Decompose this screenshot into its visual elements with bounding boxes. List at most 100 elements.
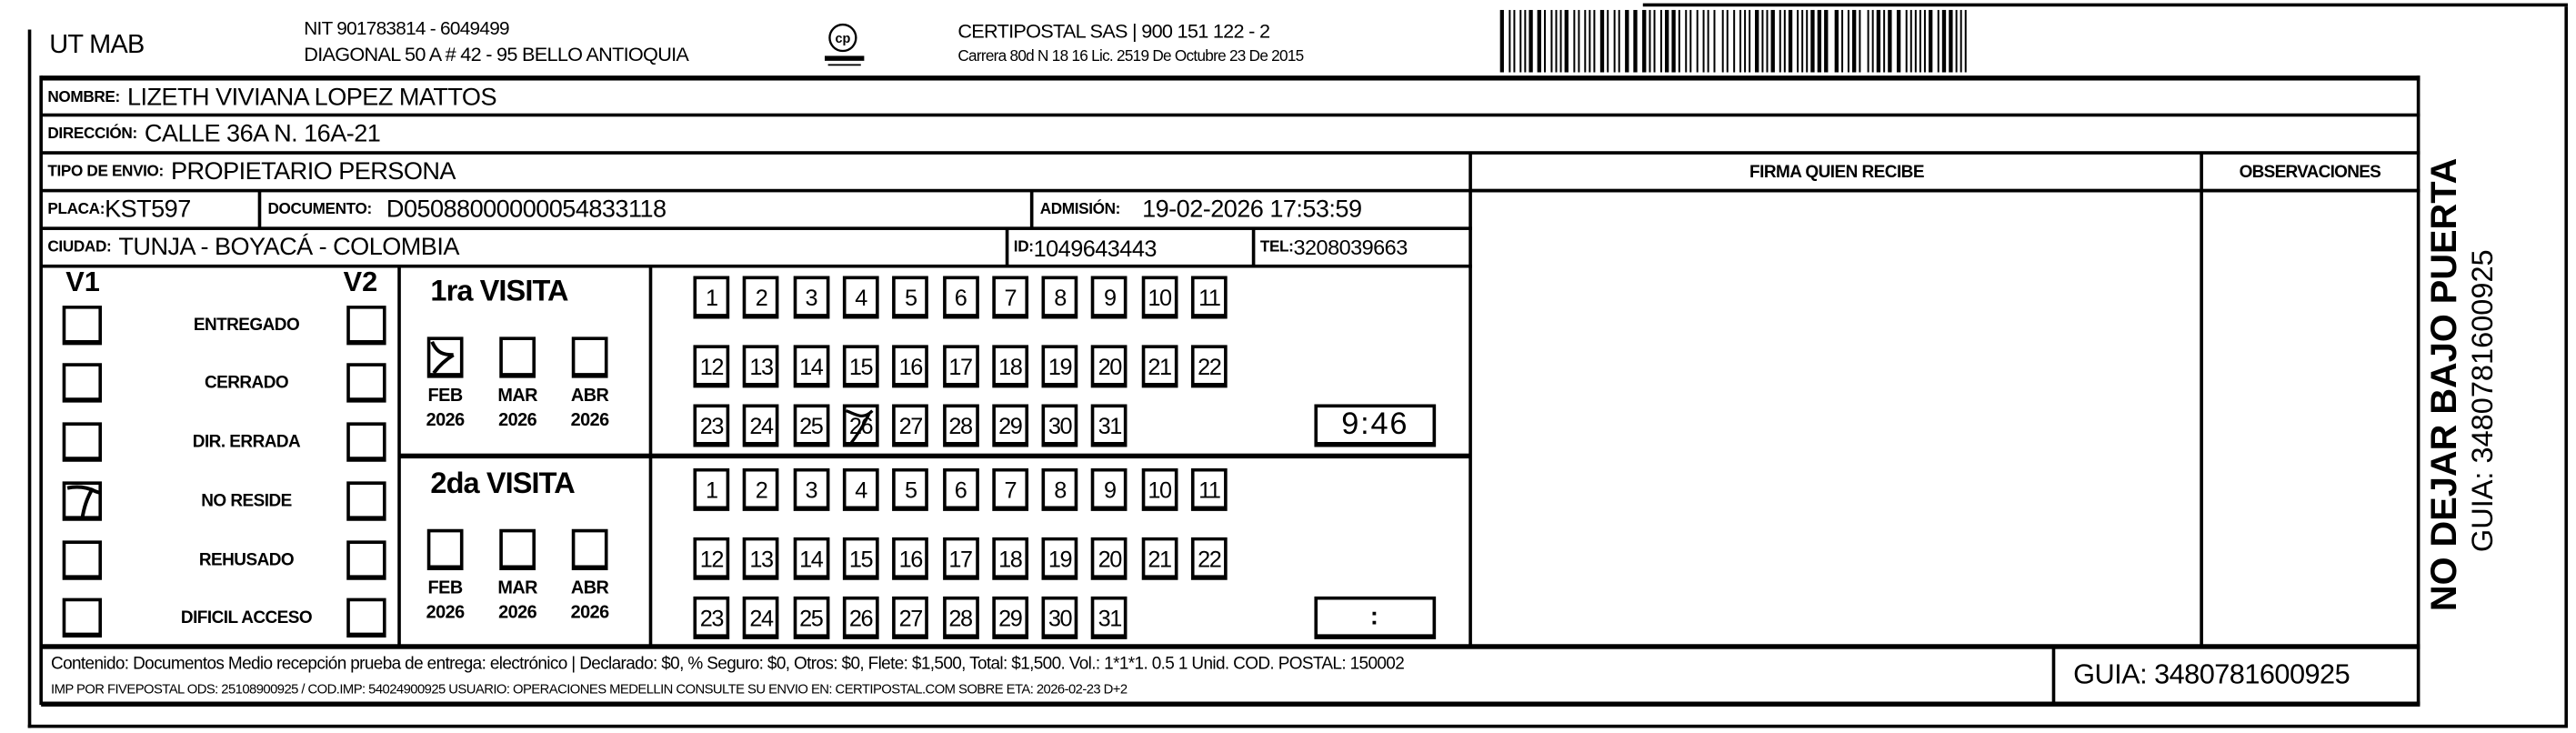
- month-checkbox[interactable]: [571, 528, 608, 570]
- day-box[interactable]: 23: [693, 404, 730, 447]
- day-box[interactable]: 12: [693, 345, 730, 388]
- month-checkbox[interactable]: [499, 336, 536, 378]
- v2-checkbox[interactable]: [346, 481, 386, 521]
- side-warning: NO DEJAR BAJO PUERTA: [2423, 157, 2465, 612]
- day-box[interactable]: 22: [1190, 537, 1228, 580]
- month-checkbox[interactable]: [426, 336, 464, 378]
- day-box[interactable]: 8: [1041, 467, 1078, 511]
- v2-checkbox[interactable]: [346, 363, 386, 403]
- day-box[interactable]: 16: [892, 345, 929, 388]
- day-box[interactable]: 13: [743, 345, 779, 388]
- table-bottom: [41, 701, 2421, 707]
- day-box[interactable]: 7: [991, 276, 1028, 319]
- day-box[interactable]: 25: [792, 404, 829, 447]
- day-box[interactable]: 24: [743, 404, 779, 447]
- day-box[interactable]: 23: [693, 596, 730, 639]
- day-box[interactable]: 17: [942, 345, 978, 388]
- day-box[interactable]: 14: [792, 537, 829, 580]
- day-box[interactable]: 15: [842, 345, 879, 388]
- day-box[interactable]: 9: [1091, 467, 1128, 511]
- month-checkbox[interactable]: [426, 528, 464, 570]
- day-box[interactable]: 24: [743, 596, 779, 639]
- v2-checkbox[interactable]: [346, 540, 386, 580]
- month-checkbox[interactable]: [571, 336, 608, 378]
- day-box[interactable]: 26: [842, 596, 879, 639]
- day-box[interactable]: 17: [942, 537, 978, 580]
- day-box[interactable]: 19: [1041, 537, 1078, 580]
- v1-checkbox[interactable]: [62, 363, 103, 403]
- company-address: DIAGONAL 50 A # 42 - 95 BELLO ANTIOQUIA: [304, 42, 689, 66]
- day-box[interactable]: 8: [1041, 276, 1078, 319]
- day-box[interactable]: 31: [1091, 596, 1128, 639]
- barcode-bar: [1625, 9, 1629, 73]
- day-box[interactable]: 28: [942, 404, 978, 447]
- day-box[interactable]: 7: [991, 467, 1028, 511]
- day-box[interactable]: 6: [942, 276, 978, 319]
- v2-checkbox[interactable]: [346, 306, 386, 346]
- day-box[interactable]: 27: [892, 404, 929, 447]
- barcode-bar: [1524, 9, 1527, 73]
- month-label: ABR 2026: [557, 577, 623, 626]
- signature-area[interactable]: [1474, 194, 2199, 644]
- day-box[interactable]: 4: [842, 467, 879, 511]
- v1-checkbox[interactable]: [62, 597, 103, 638]
- v1-checkbox[interactable]: [62, 540, 103, 580]
- v1-checkbox[interactable]: [62, 481, 103, 521]
- day-box[interactable]: 15: [842, 537, 879, 580]
- day-box[interactable]: 14: [792, 345, 829, 388]
- month-label: FEB 2026: [413, 385, 478, 434]
- day-box[interactable]: 16: [892, 537, 929, 580]
- day-box[interactable]: 5: [892, 276, 929, 319]
- day-box[interactable]: 29: [991, 596, 1028, 639]
- barcode-bar: [1801, 9, 1804, 73]
- day-box[interactable]: 1: [693, 467, 730, 511]
- day-box[interactable]: 30: [1041, 404, 1078, 447]
- day-box[interactable]: 1: [693, 276, 730, 319]
- day-box[interactable]: 13: [743, 537, 779, 580]
- time-box[interactable]: 9:46: [1314, 404, 1437, 447]
- day-box[interactable]: 2: [743, 276, 779, 319]
- day-box[interactable]: 20: [1091, 537, 1128, 580]
- month-year: 2026: [498, 410, 537, 431]
- barcode-bar: [1905, 9, 1908, 73]
- day-box[interactable]: 29: [991, 404, 1028, 447]
- day-box[interactable]: 25: [792, 596, 829, 639]
- day-box[interactable]: 22: [1190, 345, 1228, 388]
- v1-checkbox[interactable]: [62, 422, 103, 462]
- day-box[interactable]: 10: [1141, 276, 1178, 319]
- visit-divider: [399, 453, 1471, 459]
- v2-checkbox[interactable]: [346, 422, 386, 462]
- day-box[interactable]: 10: [1141, 467, 1178, 511]
- day-box[interactable]: 19: [1041, 345, 1078, 388]
- time-box[interactable]: :: [1314, 596, 1437, 639]
- day-box[interactable]: 11: [1190, 276, 1228, 319]
- day-box[interactable]: 11: [1190, 467, 1228, 511]
- v1-checkbox[interactable]: [62, 306, 103, 346]
- barcode-bar: [1744, 9, 1747, 73]
- day-box[interactable]: 9: [1091, 276, 1128, 319]
- day-box[interactable]: 18: [991, 345, 1028, 388]
- day-box[interactable]: 30: [1041, 596, 1078, 639]
- barcode-bar: [1937, 9, 1940, 73]
- day-box[interactable]: 31: [1091, 404, 1128, 447]
- barcode-bar: [1607, 9, 1609, 73]
- day-box[interactable]: 3: [792, 467, 829, 511]
- day-box[interactable]: 12: [693, 537, 730, 580]
- day-box[interactable]: 28: [942, 596, 978, 639]
- observations-area[interactable]: [2205, 194, 2415, 644]
- day-box[interactable]: 2: [743, 467, 779, 511]
- day-box[interactable]: 18: [991, 537, 1028, 580]
- day-box[interactable]: 5: [892, 467, 929, 511]
- day-box[interactable]: 27: [892, 596, 929, 639]
- day-box[interactable]: 6: [942, 467, 978, 511]
- row-divider: [41, 264, 1472, 268]
- firma-header: FIRMA QUIEN RECIBE: [1749, 162, 1924, 183]
- month-checkbox[interactable]: [499, 528, 536, 570]
- day-box[interactable]: 21: [1141, 537, 1178, 580]
- day-box[interactable]: 4: [842, 276, 879, 319]
- day-box[interactable]: 20: [1091, 345, 1128, 388]
- day-box[interactable]: 3: [792, 276, 829, 319]
- day-box[interactable]: 21: [1141, 345, 1178, 388]
- row-divider: [1471, 188, 2421, 193]
- v2-checkbox[interactable]: [346, 597, 386, 638]
